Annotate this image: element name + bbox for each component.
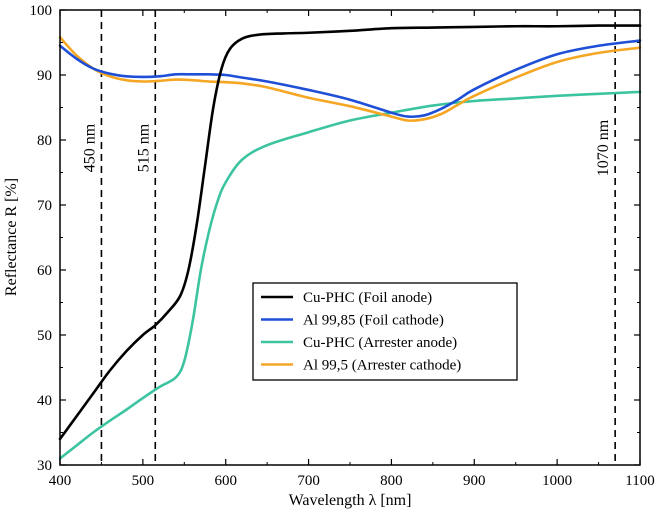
series-line-3: [58, 36, 642, 122]
y-tick-label: 80: [37, 133, 52, 149]
legend-label: Cu-PHC (Foil anode): [303, 290, 432, 306]
y-tick-label: 50: [37, 328, 52, 344]
x-tick-label: 400: [49, 473, 72, 489]
x-tick-label: 1000: [542, 473, 572, 489]
x-axis-title: Wavelength λ [nm]: [289, 492, 412, 509]
x-tick-label: 500: [132, 473, 155, 489]
legend-label: Al 99,85 (Foil cathode): [303, 313, 444, 329]
y-tick-label: 60: [37, 263, 52, 279]
legend-label: Cu-PHC (Arrester anode): [303, 335, 457, 351]
y-tick-label: 100: [30, 3, 53, 19]
series-lines: [58, 24, 642, 460]
series-line-1: [58, 39, 642, 119]
y-tick-label: 40: [37, 393, 52, 409]
x-tick-label: 800: [380, 473, 403, 489]
annotation-lines: 450 nm 515 nm 1070 nm: [81, 10, 616, 465]
y-tick-label: 70: [37, 198, 52, 214]
legend: Cu-PHC (Foil anode) Al 99,85 (Foil cathod…: [252, 282, 518, 381]
y-tick-label: 30: [37, 458, 52, 474]
x-tick-label: 600: [214, 473, 237, 489]
series-line-0: [58, 24, 642, 441]
annotation-label: 450 nm: [81, 123, 98, 172]
y-tick-label: 90: [37, 68, 52, 84]
x-tick-label: 700: [297, 473, 320, 489]
annotation-label: 1070 nm: [595, 119, 612, 176]
legend-box: [252, 282, 518, 381]
annotation-label: 515 nm: [135, 123, 152, 172]
x-tick-label: 900: [463, 473, 486, 489]
series-line-2: [58, 90, 642, 460]
plot-frame: [59, 9, 641, 466]
legend-label: Al 99,5 (Arrester cathode): [303, 358, 461, 374]
y-axis-title: Reflectance R [%]: [3, 178, 20, 296]
x-tick-label: 1100: [625, 473, 654, 489]
ticks-layer: 400 500 600 700 800 900 1000 1100 30 40 50 60 70 80 90…: [30, 3, 655, 489]
